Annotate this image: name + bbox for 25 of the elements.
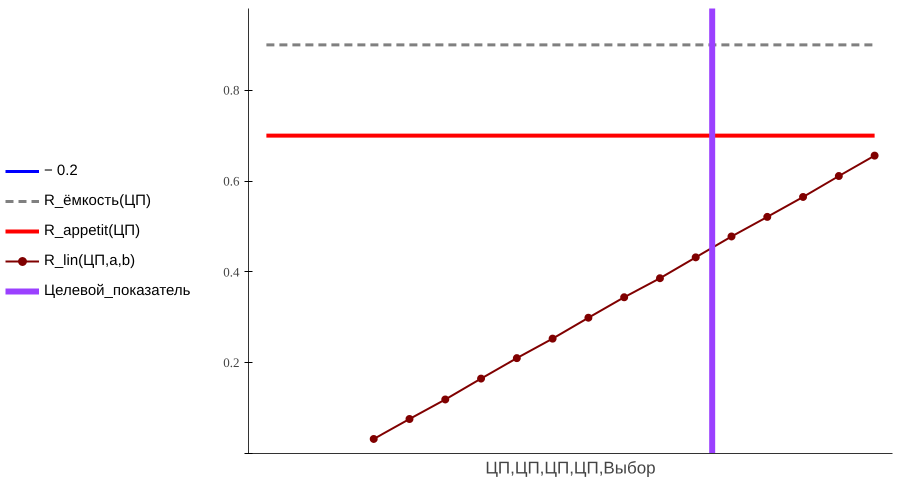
point: [620, 293, 628, 302]
point: [656, 274, 664, 282]
legend-label: R_ёмкость(ЦП): [44, 192, 151, 209]
point: [692, 253, 700, 262]
point: [834, 172, 843, 180]
point: [548, 334, 557, 343]
point: [870, 152, 879, 160]
legend-label: R_lin(ЦП,a,b): [44, 252, 136, 269]
text: Целевой_показатель: [44, 282, 190, 299]
y-tick-label: 0.2: [223, 355, 240, 370]
point: [584, 314, 592, 322]
point: [406, 414, 414, 423]
point: [799, 192, 808, 201]
x-axis-title: ЦП,ЦП,ЦП,ЦП,Выбор: [485, 458, 656, 478]
point: [441, 395, 450, 404]
y-tick-label: 0.6: [223, 174, 240, 189]
y-tick-label: 0.4: [223, 264, 240, 280]
y-tick-label: 0.8: [223, 82, 240, 98]
legend-label: − 0.2: [44, 162, 78, 179]
point: [512, 354, 521, 362]
legend-label: R_appetit(ЦП): [44, 222, 140, 239]
point: [728, 232, 736, 240]
point: [477, 374, 486, 383]
point: [370, 434, 378, 443]
point: [763, 212, 772, 221]
